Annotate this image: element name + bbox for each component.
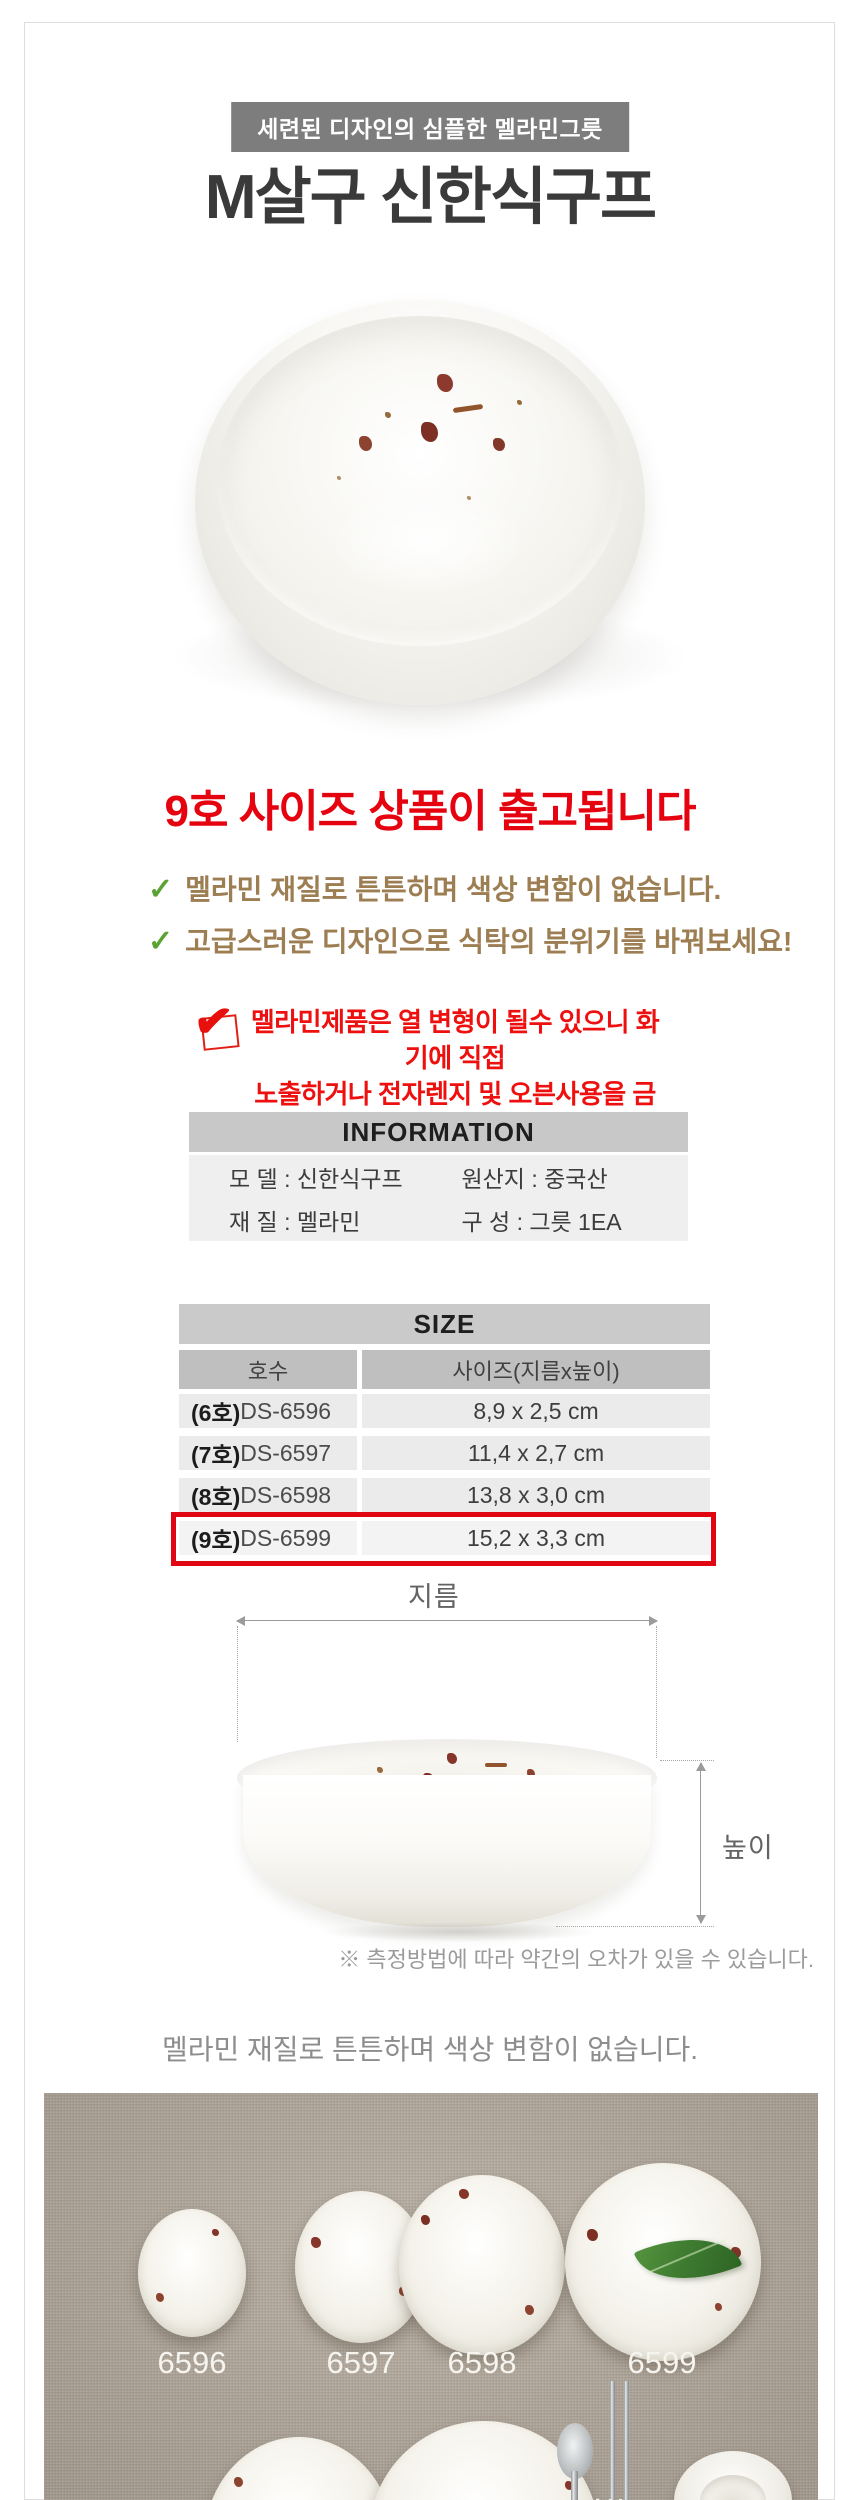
guide-line: [660, 1760, 714, 1761]
speckle: [421, 422, 438, 442]
table-row-8: (8호) DS-6598: [179, 1478, 357, 1512]
speckle: [493, 438, 505, 451]
plate-label: 6599: [627, 2345, 697, 2380]
feature-item: ✓ 고급스러운 디자인으로 식탁의 분위기를 바꿔보세요!: [148, 920, 792, 960]
row-no: (9호): [191, 1527, 241, 1553]
row-size: 13,8 x 3,0 cm: [362, 1478, 710, 1512]
spoon-handle: [571, 2471, 578, 2500]
speckle: [447, 1753, 457, 1764]
guide-line: [656, 1626, 657, 1758]
feature-item: ✓ 멜라민 재질로 튼튼하며 색상 변함이 없습니다.: [148, 868, 721, 908]
table-row-7: (7호) DS-6597: [179, 1436, 357, 1470]
feature-text: 멜라민 재질로 튼튼하며 색상 변함이 없습니다.: [185, 874, 722, 905]
speckle: [337, 476, 341, 480]
row-size: 8,9 x 2,5 cm: [362, 1394, 710, 1428]
check-icon: ✓: [148, 873, 174, 906]
product-photo: [110, 272, 750, 752]
guide-line: [556, 1926, 714, 1927]
highlight-border: [171, 1512, 716, 1566]
plate-label: 6597: [326, 2345, 396, 2380]
chopstick-icon: [610, 2381, 615, 2500]
size-col-header-no: 호수: [179, 1350, 357, 1389]
row-size: 11,4 x 2,7 cm: [362, 1436, 710, 1470]
plate-label: 6596: [157, 2345, 227, 2380]
cutoff-label: 신한쿠프: [556, 2492, 696, 2500]
speckle: [359, 436, 372, 451]
red-check-icon: ✔: [191, 993, 236, 1049]
speckle: [437, 374, 453, 392]
cup-inner: [700, 2475, 766, 2500]
row-no: (7호): [191, 1442, 241, 1468]
arrowhead: [696, 1762, 706, 1771]
arrowhead: [649, 1616, 658, 1626]
info-origin: 원산지 : 중국산: [461, 1165, 608, 1192]
spoon-icon: [557, 2423, 593, 2479]
table-row-9-selected: (9호) DS-6599: [179, 1521, 357, 1555]
warning-line: 멜라민제품은 열 변형이 될수 있으니 화기에 직접: [250, 1007, 660, 1073]
bowl-side-shadow: [320, 1922, 600, 1942]
row-code: DS-6599: [240, 1524, 332, 1551]
shipping-notice: 9호 사이즈 상품이 출고됩니다: [164, 787, 697, 836]
info-model: 모 델 : 신한식구프: [229, 1165, 403, 1192]
information-header: INFORMATION: [189, 1112, 688, 1152]
bowl-top-view: [195, 300, 645, 705]
chopstick-icon: [624, 2381, 629, 2500]
arrowhead: [696, 1915, 706, 1924]
header-badge: 세련된 디자인의 심플한 멜라민그릇: [231, 102, 629, 152]
height-label: 높이: [722, 1833, 774, 1863]
speckle: [527, 1769, 535, 1778]
bowl-highlight: [327, 486, 527, 596]
row-size: 15,2 x 3,3 cm: [362, 1521, 710, 1555]
plate-label: 6598: [447, 2345, 517, 2380]
row-code: DS-6596: [240, 1397, 332, 1424]
lineup-photo: 6596 6597 6598 6599 신한쿠프: [44, 2093, 818, 2500]
diameter-arrow: [236, 1616, 658, 1626]
table-row-6: (6호) DS-6596: [179, 1394, 357, 1428]
arrowhead: [236, 1616, 245, 1626]
height-arrow: [696, 1762, 706, 1924]
size-col-header-size: 사이즈(지름x높이): [362, 1350, 710, 1389]
row-code: DS-6597: [240, 1439, 332, 1466]
page-title: M살구 신한식구프: [204, 163, 657, 232]
info-material: 재 질 : 멜라민: [229, 1208, 361, 1235]
plate-6598: [399, 2175, 565, 2355]
speckle: [467, 496, 471, 500]
guide-line: [237, 1626, 238, 1742]
speckle: [385, 412, 391, 418]
size-header: SIZE: [179, 1304, 710, 1344]
speckle: [485, 1763, 507, 1767]
row-code: DS-6598: [240, 1481, 332, 1508]
plate-6596: [138, 2209, 246, 2337]
material-note: 멜라민 재질로 튼튼하며 색상 변함이 없습니다.: [161, 2034, 699, 2065]
info-composition: 구 성 : 그릇 1EA: [461, 1208, 622, 1235]
speckle: [452, 403, 484, 414]
row-no: (8호): [191, 1484, 241, 1510]
information-table: 모 델 : 신한식구프 원산지 : 중국산 재 질 : 멜라민 구 성 : 그릇…: [189, 1155, 688, 1241]
speckle: [377, 1767, 383, 1773]
measurement-note: ※ 측정방법에 따라 약간의 오차가 있을 수 있습니다.: [338, 1947, 814, 1972]
bowl-inner-surface: [217, 316, 623, 646]
row-no: (6호): [191, 1400, 241, 1426]
check-icon: ✓: [148, 925, 174, 958]
feature-text: 고급스러운 디자인으로 식탁의 분위기를 바꿔보세요!: [185, 926, 793, 957]
speckle: [517, 400, 522, 405]
diameter-label: 지름: [408, 1582, 460, 1612]
bowl-side-body: [243, 1775, 651, 1927]
